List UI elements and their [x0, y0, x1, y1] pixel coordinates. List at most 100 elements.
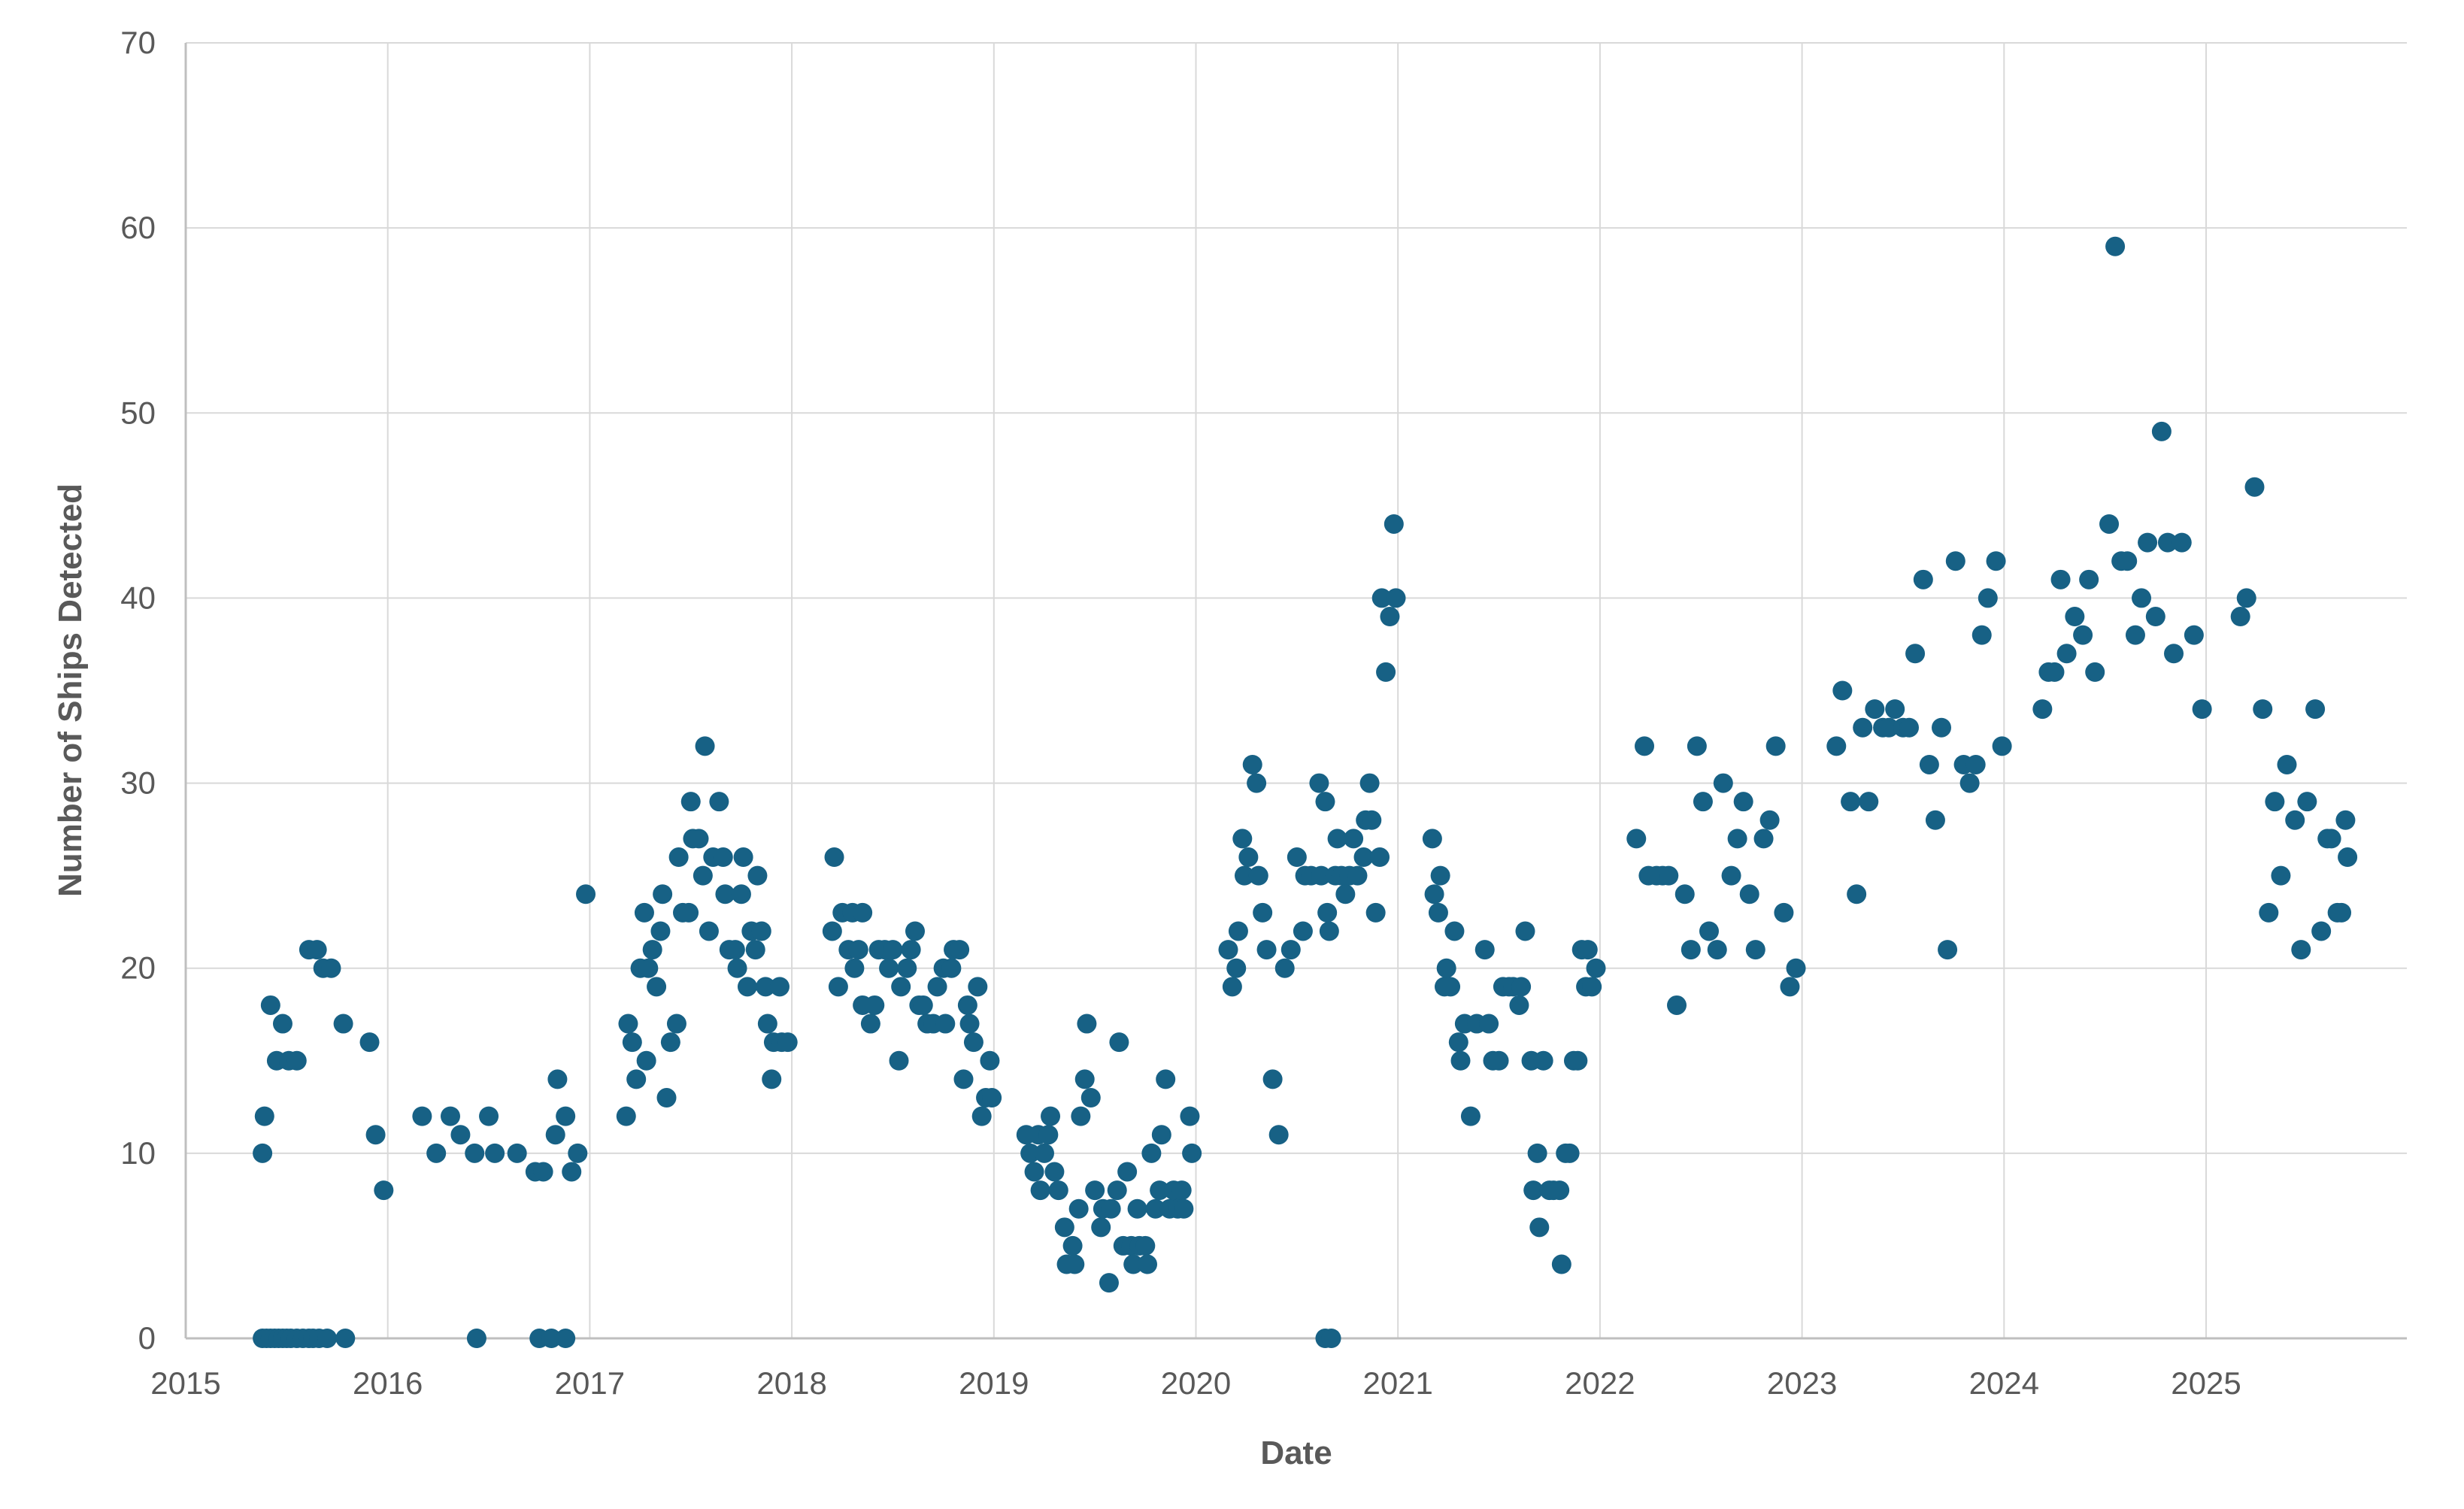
- data-point: [733, 847, 753, 868]
- data-point: [1359, 773, 1380, 793]
- data-point: [1853, 717, 1873, 738]
- data-point: [286, 1050, 307, 1071]
- data-point: [616, 1106, 636, 1126]
- data-point: [982, 1088, 1002, 1108]
- data-point: [1460, 1106, 1481, 1126]
- data-point: [1234, 865, 1254, 886]
- data-point: [1117, 1162, 1138, 1182]
- data-point: [1938, 940, 1958, 960]
- y-tick-label: 40: [120, 580, 156, 615]
- data-point: [1127, 1198, 1147, 1219]
- data-point: [891, 977, 911, 997]
- data-point: [1879, 717, 1899, 738]
- data-point: [950, 940, 970, 960]
- data-point: [1713, 773, 1733, 793]
- data-point: [1038, 1125, 1059, 1145]
- data-point: [1048, 1180, 1068, 1201]
- data-point: [2105, 236, 2126, 256]
- data-point: [1582, 977, 1602, 997]
- data-point: [1551, 1254, 1571, 1274]
- data-point: [1559, 1143, 1580, 1163]
- data-point: [1693, 792, 1713, 812]
- data-point: [618, 1014, 638, 1034]
- data-point: [1786, 958, 1806, 978]
- data-point: [307, 940, 327, 960]
- data-point: [2244, 477, 2265, 497]
- data-point: [1527, 1143, 1547, 1163]
- data-points: [253, 236, 2358, 1348]
- data-point: [485, 1143, 505, 1163]
- data-point: [953, 1069, 974, 1089]
- data-point: [713, 847, 733, 868]
- data-point: [1727, 829, 1747, 849]
- data-point: [762, 1069, 782, 1089]
- data-point: [634, 902, 654, 923]
- data-point: [901, 940, 921, 960]
- data-point: [254, 1106, 274, 1126]
- data-point: [1248, 865, 1268, 886]
- data-point: [957, 995, 977, 1015]
- data-point: [2291, 940, 2311, 960]
- data-point: [1319, 921, 1339, 941]
- data-point: [333, 1014, 353, 1034]
- data-point: [1626, 829, 1647, 849]
- data-point: [1986, 551, 2006, 571]
- data-point: [1489, 1050, 1509, 1071]
- data-point: [1107, 1180, 1127, 1201]
- data-point: [656, 1088, 677, 1108]
- x-tick-label: 2017: [555, 1365, 625, 1401]
- data-point: [1150, 1180, 1170, 1201]
- y-tick-label: 20: [120, 950, 156, 986]
- data-point: [1959, 773, 1980, 793]
- data-point: [1238, 847, 1259, 868]
- data-point: [260, 995, 280, 1015]
- data-point: [968, 977, 988, 997]
- data-point: [1430, 865, 1450, 886]
- data-point: [1529, 1217, 1550, 1238]
- data-point: [2265, 792, 2285, 812]
- data-point: [1826, 736, 1847, 756]
- data-point: [927, 977, 947, 997]
- data-point: [2145, 607, 2165, 627]
- data-point: [1171, 1180, 1192, 1201]
- x-tick-label: 2025: [2171, 1365, 2241, 1401]
- x-tick-labels: 2015 2016 2017 2018 2019 2020 2021 2022 2023 2024…: [150, 1365, 2241, 1401]
- data-point: [1041, 1106, 1061, 1126]
- data-point: [2085, 662, 2105, 682]
- data-point: [1436, 958, 1456, 978]
- data-point: [1533, 1050, 1553, 1071]
- data-point: [745, 940, 765, 960]
- data-point: [2192, 699, 2212, 720]
- data-point: [1180, 1106, 1200, 1126]
- data-point: [507, 1143, 527, 1163]
- data-point: [562, 1162, 582, 1182]
- data-point: [1667, 995, 1687, 1015]
- data-point: [679, 902, 699, 923]
- data-point: [1847, 884, 1867, 904]
- data-point: [1965, 754, 1986, 774]
- data-point: [1509, 995, 1529, 1015]
- data-point: [1674, 884, 1695, 904]
- x-tick-label: 2020: [1161, 1365, 1231, 1401]
- data-point: [1138, 1254, 1158, 1274]
- data-point: [980, 1050, 1000, 1071]
- data-point: [450, 1125, 471, 1145]
- data-point: [1515, 921, 1535, 941]
- data-point: [1309, 773, 1329, 793]
- y-tick-label: 50: [120, 395, 156, 430]
- data-point: [660, 1032, 680, 1053]
- x-tick-label: 2018: [756, 1365, 826, 1401]
- data-point: [1919, 754, 1939, 774]
- data-point: [556, 1106, 576, 1126]
- data-point: [1335, 884, 1356, 904]
- data-point: [1085, 1180, 1105, 1201]
- data-point: [479, 1106, 499, 1126]
- data-point: [680, 792, 701, 812]
- data-point: [1156, 1069, 1176, 1089]
- data-point: [1174, 1198, 1194, 1219]
- data-point: [365, 1125, 386, 1145]
- data-point: [1832, 680, 1853, 701]
- data-point: [935, 1014, 956, 1034]
- data-point: [1550, 1180, 1570, 1201]
